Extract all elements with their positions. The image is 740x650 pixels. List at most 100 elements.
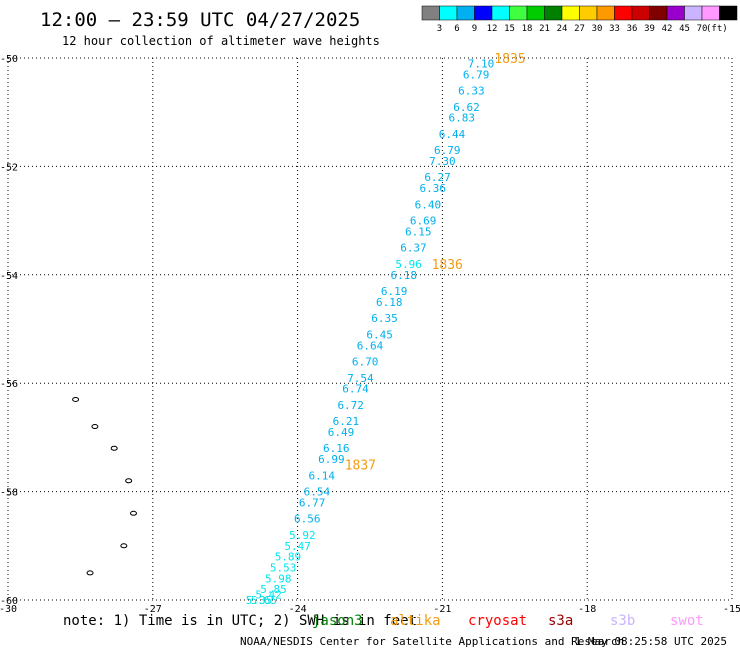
swh-data-label: 6.18 — [376, 296, 403, 309]
x-tick-label: -18 — [578, 604, 596, 615]
footer-timestamp: 1 May 08:25:58 UTC 2025 — [575, 635, 727, 648]
swh-data-label: 5.96 — [395, 258, 422, 271]
colorbar-swatch — [456, 5, 475, 21]
swh-data-label: 5.98 — [265, 572, 292, 585]
swh-data-label: 6.33 — [458, 85, 485, 98]
track-marks: 7.106.796.336.626.836.446.797.306.276.36… — [246, 52, 526, 607]
y-tick-label: -60 — [0, 596, 18, 607]
swh-data-label: 6.49 — [328, 426, 355, 439]
colorbar-tick-label: 9 — [472, 24, 477, 34]
swh-data-label: 6.44 — [439, 128, 466, 141]
colorbar-swatch — [509, 5, 528, 21]
colorbar-swatch — [544, 5, 563, 21]
swh-data-label: 6.36 — [419, 182, 446, 195]
swh-data-label: 7.54 — [347, 372, 374, 385]
swh-data-label: 5.89 — [275, 551, 302, 564]
satellite-legend-s3b: s3b — [610, 613, 635, 629]
y-tick-label: -58 — [0, 488, 18, 499]
satellite-legend-jason3: jason3 — [312, 613, 363, 629]
satellite-legend-altika: altika — [390, 613, 441, 629]
colorbar-swatch — [631, 5, 650, 21]
satellite-legend-s3a: s3a — [548, 613, 573, 629]
swh-data-label: 7.30 — [429, 155, 456, 168]
colorbar-swatch — [491, 5, 510, 21]
footer-credit: NOAA/NESDIS Center for Satellite Applica… — [240, 635, 624, 648]
colorbar-tick-label: 39 — [644, 24, 655, 34]
colorbar-swatch — [684, 5, 703, 21]
island-outlines — [72, 396, 137, 576]
swh-data-label: 5.85 — [260, 583, 287, 596]
time-label: 1836 — [432, 258, 463, 273]
colorbar-swatch — [579, 5, 598, 21]
colorbar-tick-label: 3 — [437, 24, 442, 34]
x-tick-label: -15 — [723, 604, 740, 615]
swh-data-label: 6.45 — [366, 328, 393, 341]
colorbar-swatch — [596, 5, 615, 21]
colorbar-swatch — [701, 5, 720, 21]
colorbar-swatch — [561, 5, 580, 21]
x-tick-label: -21 — [433, 604, 451, 615]
island-outline — [91, 424, 99, 430]
axis-tick-labels: -30 -27 -24 -21 -18 -15 -50 -52 -54 -56 -58 -60 — [0, 54, 740, 615]
satellite-legend-swot: swot — [670, 613, 704, 629]
colorbar-swatch — [666, 5, 685, 21]
swh-colorbar: 3 6 9 12 15 18 21 24 27 30 33 36 39 42 45 70(ft) — [421, 5, 738, 34]
colorbar-tick-label: 42 — [662, 24, 673, 34]
y-tick-label: -50 — [0, 54, 18, 65]
colorbar-swatch — [649, 5, 668, 21]
x-tick-label: -27 — [144, 604, 162, 615]
chart-title: 12:00 — 23:59 UTC 04/27/2025 — [40, 9, 360, 31]
colorbar-tick-label: 30 — [592, 24, 603, 34]
colorbar-tick-label: 24 — [557, 24, 568, 34]
satellite-legend-cryosat: cryosat — [468, 613, 527, 629]
colorbar-swatch — [614, 5, 633, 21]
x-tick-label: -30 — [0, 604, 17, 615]
swh-data-label: 6.35 — [371, 312, 398, 325]
colorbar-swatch — [719, 5, 738, 21]
time-label: 1837 — [345, 459, 376, 474]
colorbar-tick-label: 6 — [454, 24, 459, 34]
swh-data-label: 5.65 — [251, 594, 278, 607]
island-outline — [110, 445, 118, 451]
swh-data-label: 6.70 — [352, 356, 379, 369]
colorbar-tick-label: 33 — [609, 24, 620, 34]
swh-data-label: 6.54 — [304, 486, 331, 499]
colorbar-tick-label: 15 — [504, 24, 515, 34]
swh-data-label: 6.14 — [308, 469, 335, 482]
swh-data-label: 6.83 — [448, 112, 475, 125]
island-outline — [72, 396, 80, 402]
y-tick-label: -54 — [0, 271, 18, 282]
swh-data-label: 5.92 — [289, 529, 316, 542]
swh-data-label: 5.35 — [246, 594, 273, 607]
colorbar-unit: (ft) — [706, 24, 728, 34]
swh-data-label: 6.27 — [424, 171, 451, 184]
swh-data-label: 6.74 — [342, 383, 369, 396]
island-outline — [129, 510, 137, 516]
swh-data-label: 6.79 — [463, 68, 490, 81]
colorbar-swatch — [526, 5, 545, 21]
swh-data-label: 6.62 — [453, 101, 480, 114]
colorbar-tick-label: 70 — [697, 24, 708, 34]
colorbar-tick-label: 21 — [539, 24, 550, 34]
swh-data-label: 5.53 — [270, 561, 297, 574]
colorbar-tick-label: 45 — [679, 24, 690, 34]
island-outline — [120, 543, 128, 549]
swh-data-label: 6.72 — [337, 399, 364, 412]
x-tick-label: -24 — [289, 604, 307, 615]
chart-subtitle: 12 hour collection of altimeter wave hei… — [62, 34, 380, 48]
satellite-legend: jason3 altika cryosat s3a s3b swot — [312, 613, 704, 629]
colorbar-tick-label: 12 — [487, 24, 498, 34]
colorbar-swatch — [421, 5, 440, 21]
colorbar-swatch — [474, 5, 493, 21]
swh-data-label: 6.56 — [294, 513, 321, 526]
time-label: 1835 — [494, 52, 525, 67]
colorbar-swatch — [439, 5, 458, 21]
swh-data-label: 6.21 — [333, 415, 360, 428]
swh-data-label: 6.69 — [410, 215, 437, 228]
swh-data-label: 6.15 — [405, 225, 432, 238]
swh-data-label: 6.16 — [323, 442, 350, 455]
colorbar-tick-label: 18 — [522, 24, 533, 34]
island-outline — [86, 570, 94, 576]
colorbar-tick-label: 27 — [574, 24, 585, 34]
